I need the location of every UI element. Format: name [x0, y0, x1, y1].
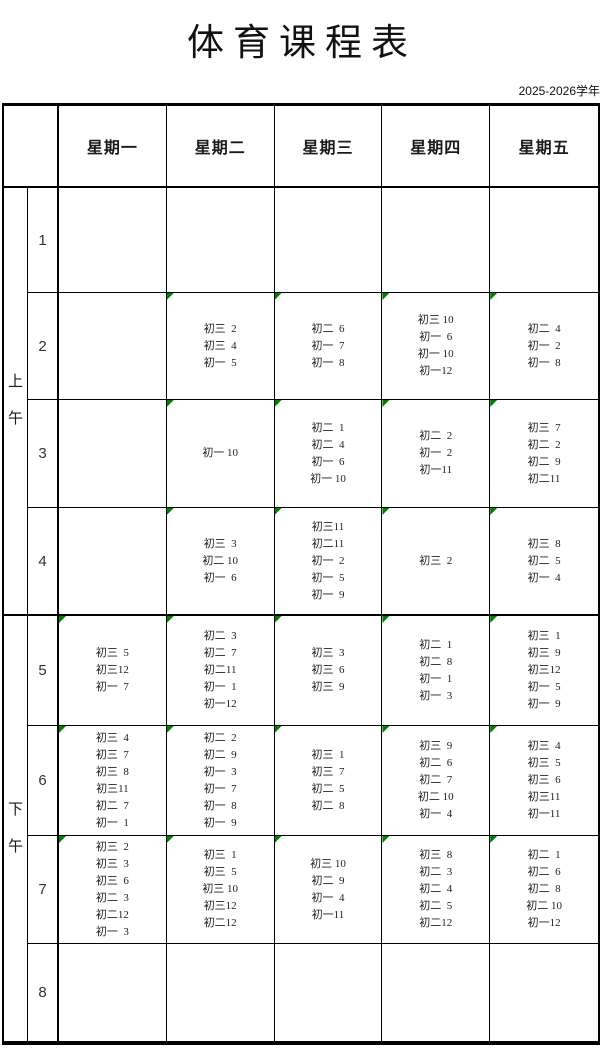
schedule-cell-p5-tue: 初二 3 初二 7 初二11 初一 1 初一12 — [166, 616, 275, 726]
schedule-cell-p8-mon — [59, 944, 167, 1041]
schedule-cell-p6-fri: 初三 4 初三 5 初三 6 初三11 初一11 — [490, 726, 598, 836]
schedule-cell-p1-wed — [274, 188, 383, 293]
period-number-5: 5 — [28, 616, 59, 726]
schedule-cell-p4-thu: 初三 2 — [382, 508, 491, 616]
schedule-cell-p6-thu: 初三 9 初二 6 初二 7 初二 10 初一 4 — [382, 726, 491, 836]
schedule-cell-p5-wed: 初三 3 初三 6 初三 9 — [274, 616, 383, 726]
schedule-cell-p7-tue: 初三 1 初三 5 初三 10 初三12 初二12 — [166, 836, 275, 944]
section-char: 上 — [7, 374, 23, 390]
schedule-cell-p2-fri: 初二 4 初一 2 初一 8 — [490, 293, 598, 400]
section-char: 午 — [7, 838, 23, 855]
day-header-friday: 星期五 — [490, 106, 598, 188]
schedule-cell-p4-fri: 初三 8 初二 5 初一 4 — [490, 508, 598, 616]
schedule-cell-p7-thu: 初三 8 初二 3 初二 4 初二 5 初二12 — [382, 836, 491, 944]
schedule-cell-p7-wed: 初三 10 初二 9 初一 4 初一11 — [274, 836, 383, 944]
schedule-cell-p3-thu: 初二 2 初一 2 初一11 — [382, 400, 491, 508]
schedule-cell-p3-tue: 初一 10 — [166, 400, 275, 508]
school-year-label: 2025-2026学年 — [518, 84, 600, 98]
period-number-2: 2 — [28, 293, 59, 400]
day-header-thursday: 星期四 — [382, 106, 491, 188]
schedule-cell-p6-wed: 初三 1 初三 7 初二 5 初二 8 — [274, 726, 383, 836]
schedule-cell-p4-tue: 初三 3 初二 10 初一 6 — [166, 508, 275, 616]
header-corner-cell — [4, 106, 59, 188]
schedule-cell-p1-tue — [166, 188, 275, 293]
period-number-1: 1 — [28, 188, 59, 293]
section-label-morning: 上 午 — [4, 188, 28, 616]
period-number-7: 7 — [28, 836, 59, 944]
schedule-cell-p1-fri — [490, 188, 598, 293]
schedule-cell-p4-mon — [59, 508, 167, 616]
period-number-3: 3 — [28, 400, 59, 508]
schedule-cell-p3-fri: 初三 7 初二 2 初二 9 初二11 — [490, 400, 598, 508]
period-number-4: 4 — [28, 508, 59, 616]
schedule-cell-p6-mon: 初三 4 初三 7 初三 8 初三11 初二 7 初一 1 — [59, 726, 167, 836]
schedule-cell-p5-thu: 初二 1 初二 8 初一 1 初一 3 — [382, 616, 491, 726]
day-header-tuesday: 星期二 — [166, 106, 275, 188]
schedule-cell-p7-fri: 初二 1 初二 6 初二 8 初二 10 初一12 — [490, 836, 598, 944]
schedule-cell-p5-fri: 初三 1 初三 9 初三12 初一 5 初一 9 — [490, 616, 598, 726]
schedule-cell-p5-mon: 初三 5 初三12 初一 7 — [59, 616, 167, 726]
schedule-table: 星期一 星期二 星期三 星期四 星期五 上 午 1 2 初三 2 初三 4 初一… — [2, 103, 600, 1045]
day-header-wednesday: 星期三 — [274, 106, 383, 188]
section-char: 下 — [7, 801, 23, 818]
schedule-cell-p2-thu: 初三 10 初一 6 初一 10 初一12 — [382, 293, 491, 400]
schedule-cell-p8-tue — [167, 944, 275, 1041]
schedule-cell-p2-mon — [59, 293, 167, 400]
page-title: 体育课程表 — [187, 23, 417, 64]
schedule-cell-p1-thu — [382, 188, 491, 293]
schedule-cell-p2-tue: 初三 2 初三 4 初一 5 — [166, 293, 275, 400]
schedule-cell-p8-wed — [275, 944, 383, 1041]
schedule-cell-p8-fri — [490, 944, 598, 1041]
schedule-cell-p8-thu — [382, 944, 491, 1041]
schedule-cell-p4-wed: 初三11 初二11 初一 2 初一 5 初一 9 — [274, 508, 383, 616]
day-header-monday: 星期一 — [59, 106, 167, 188]
section-char: 午 — [7, 411, 23, 427]
schedule-cell-p3-mon — [59, 400, 167, 508]
schedule-cell-p6-tue: 初二 2 初二 9 初一 3 初一 7 初一 8 初一 9 — [166, 726, 275, 836]
schedule-cell-p2-wed: 初二 6 初一 7 初一 8 — [274, 293, 383, 400]
section-label-afternoon: 下 午 — [4, 616, 28, 1041]
period-number-6: 6 — [28, 726, 59, 836]
schedule-cell-p3-wed: 初二 1 初二 4 初一 6 初一 10 — [274, 400, 383, 508]
period-number-8: 8 — [28, 944, 59, 1041]
schedule-cell-p7-mon: 初三 2 初三 3 初三 6 初二 3 初二12 初一 3 — [59, 836, 167, 944]
schedule-cell-p1-mon — [59, 188, 167, 293]
